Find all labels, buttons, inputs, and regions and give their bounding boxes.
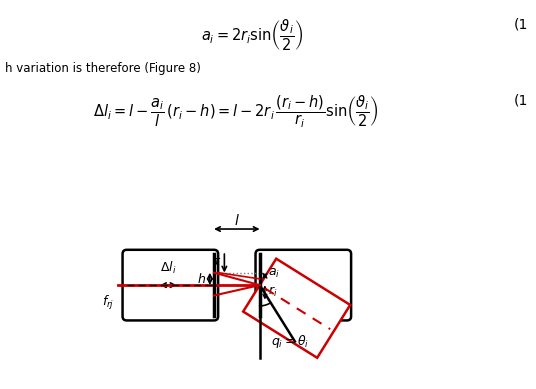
Text: (1: (1: [513, 18, 528, 32]
Text: $\Delta l_i$: $\Delta l_i$: [160, 260, 176, 276]
Text: $h$: $h$: [197, 272, 206, 286]
FancyBboxPatch shape: [256, 250, 351, 321]
Text: $l$: $l$: [234, 213, 240, 228]
FancyBboxPatch shape: [123, 250, 218, 321]
Text: $\Delta l_i = l - \dfrac{a_i}{l}\,(r_i - h) = l - 2r_i\,\dfrac{(r_i - h)}{r_i}\s: $\Delta l_i = l - \dfrac{a_i}{l}\,(r_i -…: [93, 93, 379, 130]
Text: h variation is therefore (Figure 8): h variation is therefore (Figure 8): [5, 62, 201, 75]
Text: $f_{rj}$: $f_{rj}$: [102, 294, 114, 312]
Polygon shape: [243, 259, 350, 358]
Text: $a_i = 2r_i \sin\!\left(\dfrac{\vartheta_i}{2}\right)$: $a_i = 2r_i \sin\!\left(\dfrac{\vartheta…: [201, 18, 303, 53]
Text: $q_i =\theta_i$: $q_i =\theta_i$: [271, 333, 309, 350]
Text: $r_i$: $r_i$: [268, 286, 278, 300]
Text: (1: (1: [513, 93, 528, 107]
Text: $a_i$: $a_i$: [268, 267, 280, 280]
Text: $t$: $t$: [214, 255, 221, 268]
